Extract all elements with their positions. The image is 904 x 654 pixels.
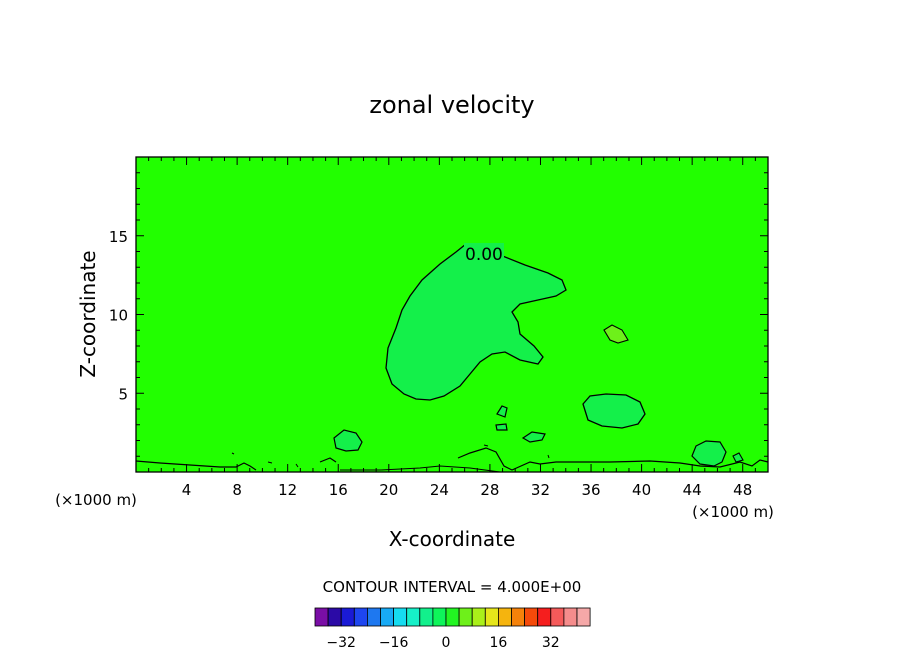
colorbar-tick-label: 0 bbox=[442, 635, 451, 651]
chart-title: zonal velocity bbox=[369, 91, 534, 119]
x-axis-ticks: 4 8 12 16 20 24 28 32 36 40 44 48 bbox=[148, 157, 756, 499]
colorbar-swatch bbox=[353, 607, 368, 627]
contour-label-bg bbox=[464, 243, 504, 261]
contour-region-tiny-3 bbox=[495, 423, 508, 431]
contour-region-positive bbox=[603, 324, 629, 344]
contour-line-surface bbox=[135, 447, 769, 471]
colorbar-swatch bbox=[393, 607, 408, 627]
colorbar-swatch bbox=[340, 607, 355, 627]
x-tick-label: 44 bbox=[683, 481, 702, 499]
contour-region-tiny-2 bbox=[521, 431, 546, 443]
x-tick-label: 16 bbox=[329, 481, 348, 499]
colorbar-swatch bbox=[497, 607, 512, 627]
x-tick-label: 20 bbox=[379, 481, 398, 499]
x-tick-label: 12 bbox=[278, 481, 297, 499]
colorbar-swatch bbox=[432, 607, 447, 627]
contour-region-tiny-4 bbox=[732, 452, 744, 463]
colorbar-swatch bbox=[445, 607, 460, 627]
contour-region-low-right bbox=[691, 440, 727, 467]
colorbar-tick-label: 16 bbox=[489, 635, 507, 651]
x-unit-label-right: (×1000 m) bbox=[692, 503, 774, 521]
x-tick-label: 4 bbox=[182, 481, 192, 499]
colorbar-swatch bbox=[327, 607, 342, 627]
colorbar-swatch bbox=[471, 607, 486, 627]
y-tick-label: 5 bbox=[118, 385, 128, 403]
colorbar-swatch bbox=[458, 607, 473, 627]
contour-region-tiny-1 bbox=[496, 405, 508, 418]
colorbar-tick-label: −32 bbox=[326, 635, 356, 651]
colorbar-swatch bbox=[406, 607, 421, 627]
colorbar-swatch bbox=[511, 607, 526, 627]
colorbar-swatch bbox=[314, 607, 329, 627]
contour-interval-text: CONTOUR INTERVAL = 4.000E+00 bbox=[323, 578, 582, 596]
colorbar-swatch bbox=[576, 607, 591, 627]
colorbar-swatch bbox=[537, 607, 552, 627]
y-tick-label: 15 bbox=[109, 228, 128, 246]
colorbar-labels: −32 −16 0 16 32 bbox=[326, 635, 559, 651]
contour-region-low-left bbox=[333, 429, 363, 452]
x-tick-label: 32 bbox=[531, 481, 550, 499]
x-unit-label-left: (×1000 m) bbox=[55, 491, 137, 509]
x-tick-label: 40 bbox=[632, 481, 651, 499]
colorbar-tick-label: −16 bbox=[379, 635, 409, 651]
colorbar-swatch bbox=[550, 607, 565, 627]
x-tick-label: 24 bbox=[430, 481, 449, 499]
y-axis-ticks: 5 10 15 bbox=[109, 172, 768, 457]
contour-region-small-right bbox=[582, 393, 646, 429]
colorbar-swatch bbox=[484, 607, 499, 627]
x-tick-label: 28 bbox=[480, 481, 499, 499]
colorbar bbox=[314, 607, 591, 627]
y-axis-label: Z-coordinate bbox=[76, 250, 100, 377]
contour-region-large bbox=[385, 243, 567, 401]
colorbar-swatch bbox=[380, 607, 395, 627]
x-tick-label: 36 bbox=[581, 481, 600, 499]
colorbar-swatch bbox=[366, 607, 381, 627]
colorbar-swatch bbox=[563, 607, 578, 627]
x-tick-label: 8 bbox=[232, 481, 242, 499]
y-tick-label: 10 bbox=[109, 307, 128, 325]
colorbar-swatch bbox=[419, 607, 434, 627]
contour-line-surface-2 bbox=[231, 444, 550, 473]
colorbar-swatch bbox=[524, 607, 539, 627]
x-tick-label: 48 bbox=[733, 481, 752, 499]
x-axis-label: X-coordinate bbox=[389, 527, 516, 551]
colorbar-tick-label: 32 bbox=[542, 635, 560, 651]
contour-label: 0.00 bbox=[465, 245, 503, 265]
